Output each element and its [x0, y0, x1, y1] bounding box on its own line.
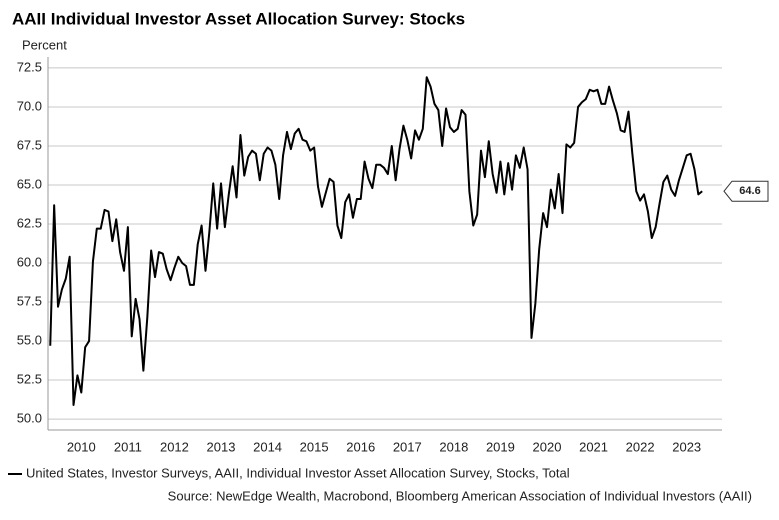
y-tick-label: 50.0	[17, 411, 42, 426]
y-tick-label: 62.5	[17, 215, 42, 230]
value-label: 64.6	[739, 185, 760, 197]
x-tick-label: 2016	[346, 439, 375, 454]
y-tick-label: 52.5	[17, 371, 42, 386]
x-tick-label: 2011	[114, 439, 142, 454]
x-tick-label: 2014	[253, 439, 282, 454]
y-tick-label: 67.5	[17, 137, 42, 152]
y-tick-label: 60.0	[17, 254, 42, 269]
y-tick-label: 72.5	[17, 59, 42, 74]
value-callout	[723, 180, 769, 202]
series-line	[49, 76, 703, 407]
y-tick-label: 57.5	[17, 293, 42, 308]
x-tick-label: 2019	[486, 439, 515, 454]
x-tick-label: 2022	[626, 439, 655, 454]
legend-label: United States, Investor Surveys, AAII, I…	[26, 465, 570, 480]
y-tick-label: 65.0	[17, 176, 42, 191]
x-tick-label: 2012	[160, 439, 189, 454]
x-tick-label: 2015	[300, 439, 329, 454]
y-tick-label: 70.0	[17, 98, 42, 113]
x-tick-label: 2023	[672, 439, 701, 454]
x-tick-label: 2010	[67, 439, 96, 454]
y-tick-label: 55.0	[17, 332, 42, 347]
source: Source: NewEdge Wealth, Macrobond, Bloom…	[168, 488, 752, 503]
x-tick-label: 2020	[533, 439, 562, 454]
x-tick-label: 2017	[393, 439, 422, 454]
x-tick-label: 2013	[207, 439, 236, 454]
chart-title: AAII Individual Investor Asset Allocatio…	[12, 9, 465, 28]
x-tick-label: 2018	[439, 439, 468, 454]
y-axis-label: Percent	[22, 37, 67, 52]
x-tick-label: 2021	[579, 439, 608, 454]
